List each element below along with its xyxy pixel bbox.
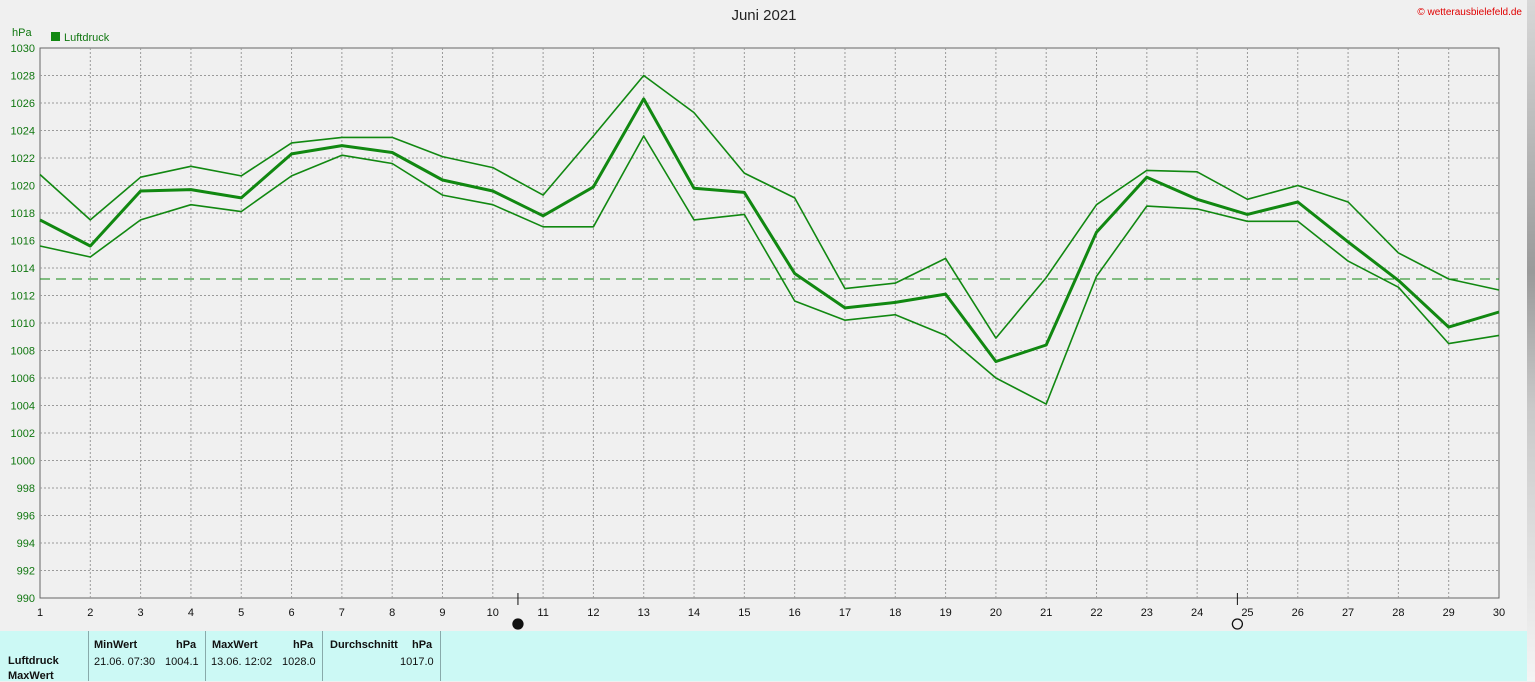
x-tick-label: 26: [1292, 607, 1304, 619]
x-tick-label: 14: [688, 607, 700, 619]
x-tick-label: 3: [138, 607, 144, 619]
stats-max-cell: MaxWert hPa 13.06. 12:02 1028.0: [205, 631, 323, 681]
pressure-chart: Juni 2021 © wetterausbielefeld.de hPa Lu…: [11, 7, 1522, 630]
series-line-mean: [39, 97, 1500, 363]
x-tick-label: 15: [738, 607, 750, 619]
x-tick-label: 22: [1090, 607, 1102, 619]
copyright-label: © wetterausbielefeld.de: [1417, 7, 1522, 18]
full-moon-icon: [1231, 618, 1244, 630]
x-tick-label: 6: [288, 607, 294, 619]
x-tick-label: 27: [1342, 607, 1354, 619]
y-tick-label: 1024: [11, 126, 35, 138]
x-tick-label: 11: [537, 607, 548, 619]
y-tick-label: 1008: [11, 346, 35, 358]
y-tick-label: 996: [17, 511, 35, 523]
min-header: MinWert: [94, 639, 138, 651]
y-tick-label: 1020: [11, 181, 35, 193]
x-tick-label: 13: [638, 607, 650, 619]
y-tick-label: 1026: [11, 98, 35, 110]
x-tick-label: 16: [789, 607, 801, 619]
stats-row-label: Luftdruck: [8, 655, 59, 667]
x-tick-label: 1: [37, 607, 43, 619]
y-tick-label: 1028: [11, 71, 35, 83]
y-tick-label: 1006: [11, 373, 35, 385]
x-tick-label: 23: [1141, 607, 1153, 619]
y-tick-label: 1016: [11, 236, 35, 248]
y-unit-label: hPa: [12, 27, 32, 39]
y-tick-label: 1030: [11, 43, 35, 55]
y-tick-label: 994: [17, 538, 35, 550]
window-edge: [1527, 0, 1535, 681]
x-tick-label: 24: [1191, 607, 1203, 619]
y-tick-label: 992: [17, 566, 35, 578]
y-axis: 1030 1028 1026 1024 1022 1020 1018 1016 1014 1012…: [11, 43, 35, 605]
x-tick-label: 9: [439, 607, 445, 619]
x-tick-label: 30: [1493, 607, 1505, 619]
x-tick-label: 20: [990, 607, 1002, 619]
stats-row-label-2: MaxWert: [8, 670, 54, 682]
series-line-max: [39, 74, 1500, 339]
y-tick-label: 1014: [11, 263, 35, 275]
y-tick-label: 990: [17, 593, 35, 605]
x-tick-label: 25: [1241, 607, 1253, 619]
stats-avg-cell: Durchschnitt hPa 1017.0: [322, 631, 441, 681]
stats-min-cell: MinWert hPa 21.06. 07:30 1004.1: [88, 631, 206, 681]
moon-phase-markers: [512, 593, 1244, 630]
y-tick-label: 1000: [11, 456, 35, 468]
x-tick-label: 7: [339, 607, 345, 619]
avg-value: 1017.0: [400, 656, 434, 668]
max-date: 13.06. 12:02: [211, 656, 273, 668]
legend-swatch: [51, 32, 60, 41]
x-tick-label: 18: [889, 607, 901, 619]
x-tick-label: 2: [87, 607, 93, 619]
y-tick-label: 1018: [11, 208, 35, 220]
x-tick-label: 5: [238, 607, 244, 619]
grid: [40, 48, 1499, 598]
x-tick-label: 29: [1443, 607, 1455, 619]
series-group: [39, 74, 1500, 405]
new-moon-icon: [512, 618, 524, 630]
x-tick-label: 8: [389, 607, 395, 619]
x-tick-label: 19: [939, 607, 951, 619]
x-tick-label: 10: [487, 607, 499, 619]
min-unit: hPa: [176, 639, 197, 651]
max-value: 1028.0: [282, 656, 316, 668]
stats-panel: Luftdruck MaxWert MinWert hPa 21.06. 07:…: [0, 631, 1527, 682]
y-tick-label: 1002: [11, 428, 35, 440]
series-line-min: [39, 135, 1500, 405]
x-tick-label: 17: [839, 607, 851, 619]
y-tick-label: 1012: [11, 291, 35, 303]
min-value: 1004.1: [165, 656, 199, 668]
x-tick-label: 21: [1040, 607, 1052, 619]
min-date: 21.06. 07:30: [94, 656, 156, 668]
x-tick-label: 12: [587, 607, 599, 619]
chart-title: Juni 2021: [731, 7, 796, 24]
y-tick-label: 1010: [11, 318, 35, 330]
avg-unit: hPa: [412, 639, 433, 651]
y-tick-label: 998: [17, 483, 35, 495]
x-tick-label: 4: [188, 607, 194, 619]
max-header: MaxWert: [212, 639, 258, 651]
x-axis: 1 2 3 4 5 6 7 8 9 10 11 12 13 14 15 16 17 18 19 20 21 22 23 24 2…: [37, 607, 1505, 619]
y-tick-label: 1022: [11, 153, 35, 165]
x-tick-label: 28: [1392, 607, 1404, 619]
legend-label: Luftdruck: [64, 32, 110, 44]
avg-header: Durchschnitt: [330, 639, 398, 651]
max-unit: hPa: [293, 639, 314, 651]
y-tick-label: 1004: [11, 401, 35, 413]
stats-label-cell: Luftdruck MaxWert: [0, 631, 89, 682]
